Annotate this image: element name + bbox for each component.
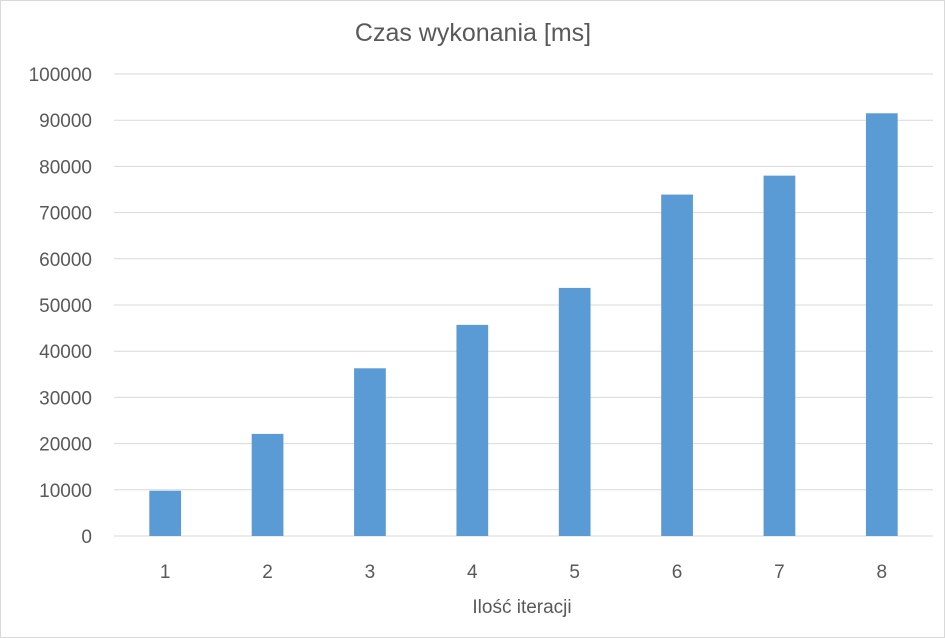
y-tick-label: 30000: [39, 388, 92, 409]
y-tick-label: 60000: [39, 250, 92, 271]
bar: [865, 113, 898, 537]
gridlines: [114, 73, 933, 537]
bar: [149, 490, 182, 536]
x-axis-label: Ilość iteracji: [472, 597, 571, 618]
x-tick-label: 2: [262, 562, 273, 583]
y-tick-label: 20000: [39, 435, 92, 456]
bar: [456, 324, 489, 536]
bars: [149, 113, 898, 537]
y-axis-ticks: 0 10000 20000 30000 40000 50000 60000 70000 8000…: [29, 65, 92, 548]
bar: [763, 175, 796, 536]
y-tick-label: 80000: [39, 157, 92, 178]
y-tick-label: 0: [81, 527, 92, 548]
x-tick-label: 3: [365, 562, 376, 583]
x-tick-label: 1: [160, 562, 171, 583]
x-axis-ticks: 1 2 3 4 5 6 7 8: [160, 562, 887, 583]
bar: [661, 194, 693, 536]
bar: [558, 287, 591, 536]
y-tick-label: 100000: [29, 65, 92, 86]
chart-title: Czas wykonania [ms]: [355, 19, 591, 47]
x-tick-label: 7: [774, 562, 785, 583]
y-tick-label: 90000: [39, 111, 92, 132]
y-tick-label: 40000: [39, 342, 92, 363]
y-tick-label: 10000: [39, 481, 92, 502]
x-tick-label: 6: [672, 562, 683, 583]
x-tick-label: 5: [569, 562, 580, 583]
x-tick-label: 8: [877, 562, 888, 583]
y-tick-label: 50000: [39, 296, 92, 317]
bar: [251, 433, 284, 536]
bar: [354, 368, 386, 536]
x-tick-label: 4: [467, 562, 478, 583]
y-tick-label: 70000: [39, 204, 92, 225]
